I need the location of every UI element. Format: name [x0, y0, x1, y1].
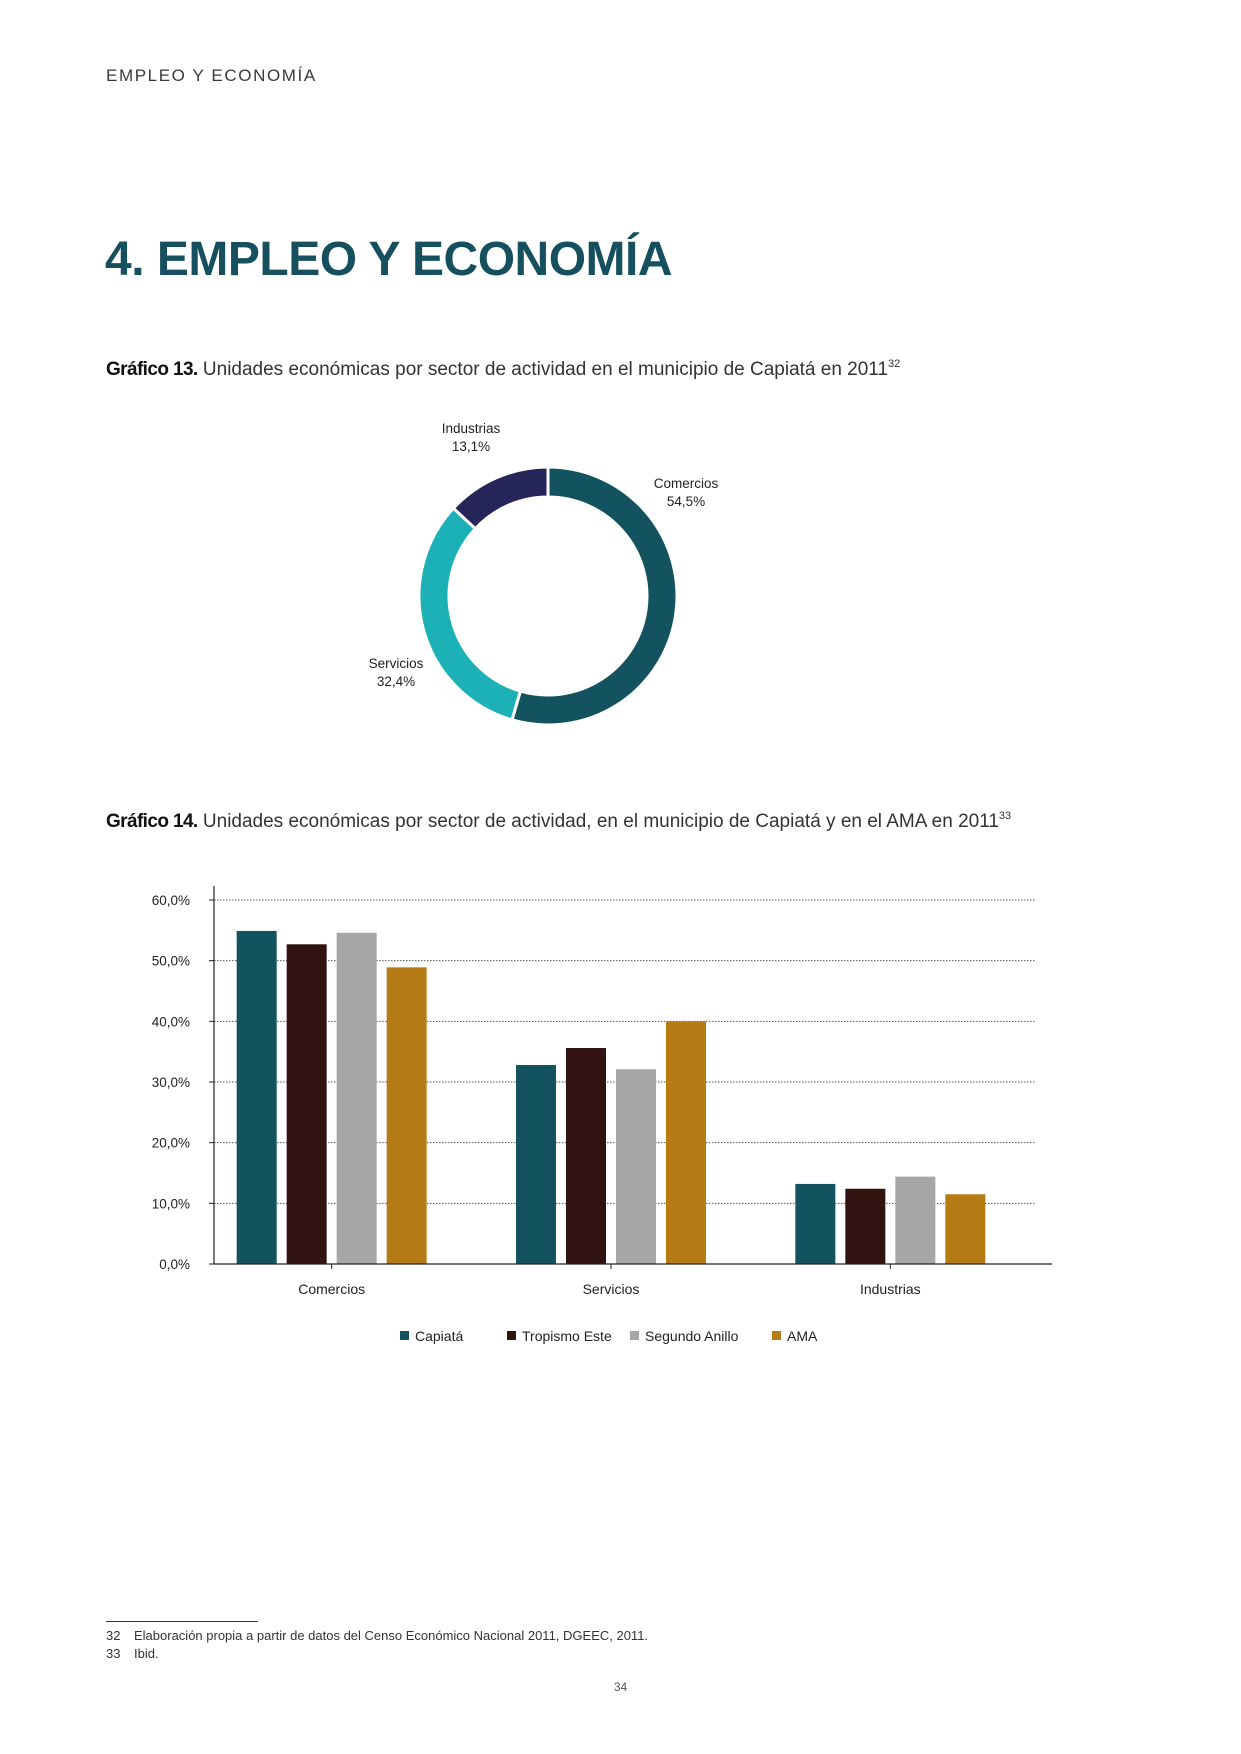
donut-slice-comercios — [510, 465, 679, 727]
figure-13-caption: Gráfico 13. Unidades económicas por sect… — [106, 358, 900, 381]
running-header: EMPLEO Y ECONOMÍA — [106, 66, 317, 85]
legend-swatch-ama — [772, 1331, 781, 1340]
legend-swatch-tropismo-este — [507, 1331, 516, 1340]
bar-industrias-capiatá — [795, 1183, 836, 1264]
legend-label-ama: AMA — [787, 1328, 818, 1344]
donut-chart: Comercios 54,5% Servicios 32,4% Industrias 13… — [369, 421, 719, 727]
footnotes: 32 Elaboración propia a partir de datos d… — [106, 1627, 648, 1663]
bar-comercios-capiatá — [236, 930, 277, 1264]
x-tick-label: Industrias — [860, 1281, 921, 1297]
donut-slice-servicios — [417, 506, 523, 722]
figure-13-footnote-ref: 32 — [888, 358, 901, 370]
y-tick-label: 10,0% — [152, 1196, 190, 1211]
donut-label-industrias: Industrias — [442, 421, 501, 436]
y-tick-label: 50,0% — [152, 954, 190, 969]
donut-value-industrias: 13,1% — [452, 439, 490, 454]
x-tick-label: Comercios — [298, 1281, 365, 1297]
footnote-text: Ibid. — [134, 1646, 159, 1661]
footnote-text: Elaboración propia a partir de datos del… — [134, 1628, 649, 1643]
footnote-33: 33 Ibid. — [106, 1645, 648, 1663]
bar-comercios-tropismo-este — [286, 944, 327, 1264]
legend-label-capiatá: Capiatá — [415, 1328, 463, 1344]
bar-industrias-ama — [945, 1194, 986, 1264]
donut-slice-industrias — [451, 465, 550, 531]
section-title: 4. EMPLEO Y ECONOMÍA — [105, 233, 673, 286]
donut-label-servicios: Servicios — [369, 656, 424, 671]
legend-label-tropismo-este: Tropismo Este — [522, 1328, 612, 1344]
legend-swatch-segundo-anillo — [630, 1331, 639, 1340]
figure-14-text: Unidades económicas por sector de activi… — [202, 811, 999, 832]
bar-industrias-segundo-anillo — [895, 1176, 936, 1264]
bar-servicios-tropismo-este — [566, 1048, 606, 1264]
bar-servicios-capiatá — [516, 1065, 556, 1264]
x-tick-label: Servicios — [583, 1281, 640, 1297]
bar-servicios-ama — [666, 1021, 706, 1264]
figure-14-label: Gráfico 14. — [106, 811, 198, 832]
bar-comercios-ama — [386, 967, 427, 1264]
footnote-32: 32 Elaboración propia a partir de datos d… — [106, 1627, 648, 1645]
footnote-rule — [106, 1621, 258, 1622]
legend-swatch-capiatá — [400, 1331, 409, 1340]
y-tick-label: 30,0% — [152, 1075, 190, 1090]
bar-industrias-tropismo-este — [845, 1188, 886, 1264]
y-tick-label: 0,0% — [159, 1257, 190, 1272]
bar-servicios-segundo-anillo — [616, 1069, 656, 1264]
legend-label-segundo-anillo: Segundo Anillo — [645, 1328, 739, 1344]
figure-13-text: Unidades económicas por sector de activi… — [202, 359, 889, 380]
donut-value-comercios: 54,5% — [667, 494, 705, 509]
footnote-number: 33 — [106, 1646, 121, 1661]
y-tick-label: 20,0% — [152, 1136, 190, 1151]
y-tick-label: 60,0% — [152, 893, 190, 908]
donut-value-servicios: 32,4% — [377, 674, 415, 689]
y-tick-label: 40,0% — [152, 1014, 190, 1029]
bar-comercios-segundo-anillo — [336, 932, 377, 1264]
figure-14-footnote-ref: 33 — [998, 810, 1012, 822]
figure-13-label: Gráfico 13. — [106, 359, 198, 380]
footnote-number: 32 — [106, 1628, 121, 1643]
donut-label-comercios: Comercios — [654, 476, 719, 491]
page-number: 34 — [613, 1680, 628, 1694]
bar-chart: 0,0% 10,0% 20,0% 30,0% 40,0% 50,0% 60,0% Comerc… — [152, 886, 1052, 1344]
figure-14-caption: Gráfico 14. Unidades económicas por sect… — [106, 810, 1011, 833]
